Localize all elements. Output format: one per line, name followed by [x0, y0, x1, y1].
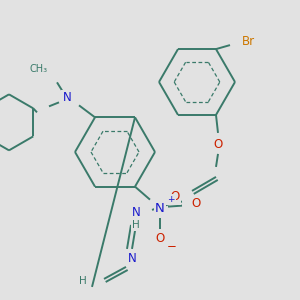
Text: CH₃: CH₃: [30, 64, 48, 74]
Text: Br: Br: [242, 34, 255, 48]
Text: O: O: [170, 190, 180, 203]
Text: −: −: [167, 240, 177, 253]
Text: H: H: [132, 220, 140, 230]
Text: O: O: [213, 138, 223, 152]
Text: N: N: [128, 252, 136, 266]
Text: O: O: [191, 197, 201, 210]
Text: +: +: [167, 195, 175, 204]
Text: H: H: [79, 276, 87, 286]
Text: N: N: [132, 206, 140, 219]
Text: N: N: [155, 202, 165, 215]
Text: O: O: [155, 232, 165, 245]
Text: N: N: [63, 91, 71, 104]
